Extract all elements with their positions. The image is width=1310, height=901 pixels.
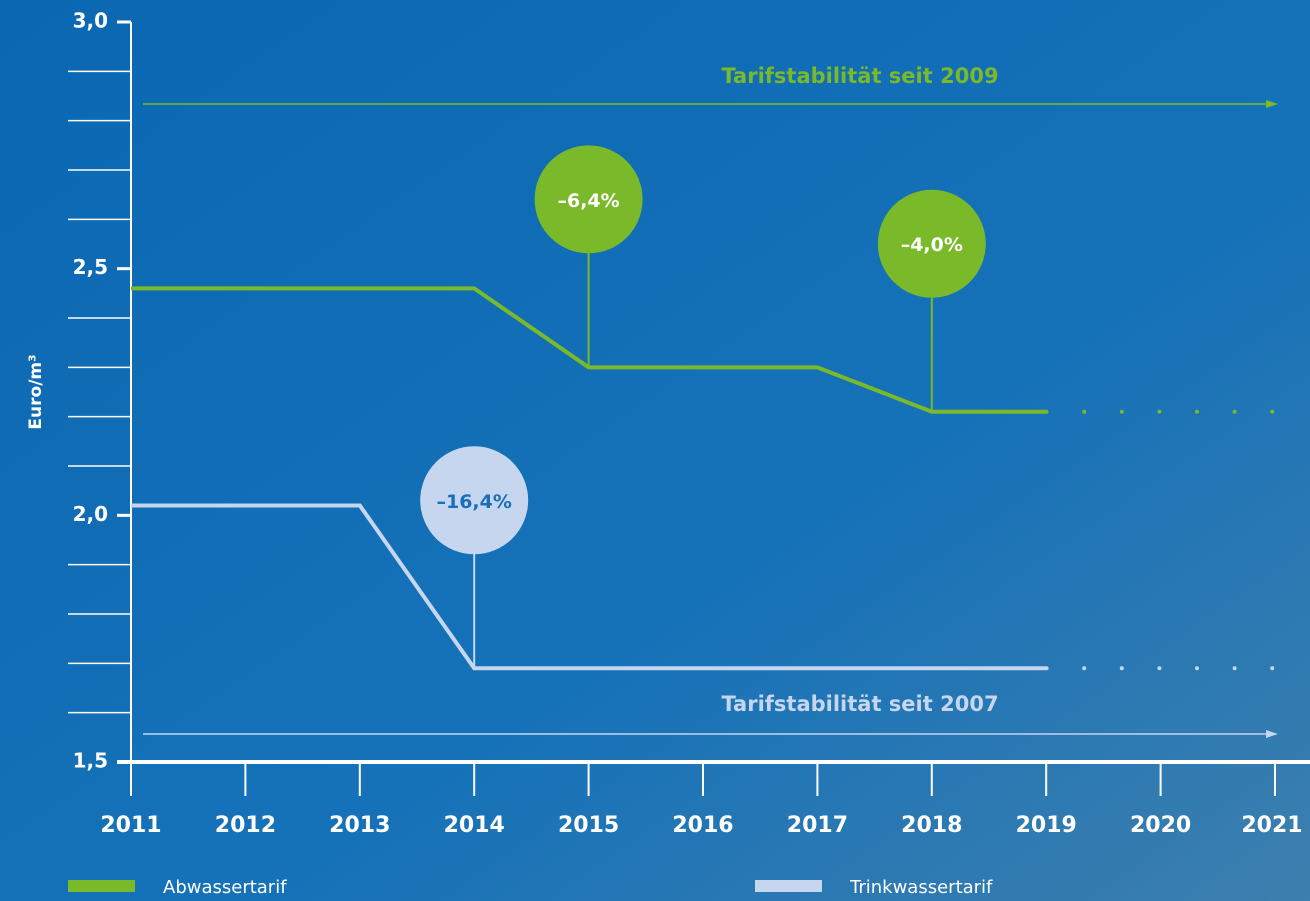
series-line [131, 503, 1047, 671]
arrow-head [1266, 730, 1278, 738]
annotation-bubble [534, 145, 643, 254]
legend-label: Abwassertarif [163, 877, 287, 898]
legend-label: Trinkwassertarif [849, 877, 993, 898]
stability-label: Tarifstabilität seit 2009 [721, 64, 998, 88]
legend-swatch [755, 880, 822, 892]
y-axis-label: Euro/m³ [26, 354, 46, 429]
x-tick-label: 2019 [1016, 813, 1077, 838]
x-tick-label: 2011 [100, 813, 161, 838]
x-tick-label: 2015 [558, 813, 619, 838]
x-tick-label: 2016 [672, 813, 733, 838]
x-tick-label: 2014 [444, 813, 505, 838]
x-tick-label: 2018 [901, 813, 962, 838]
y-tick-label: 1,5 [73, 749, 108, 773]
arrow-head [1266, 100, 1278, 108]
x-tick-label: 2013 [329, 813, 390, 838]
annotation-label: –4,0% [901, 234, 963, 256]
x-tick-label: 2020 [1130, 813, 1191, 838]
annotation-bubble [877, 189, 986, 298]
stability-label: Tarifstabilität seit 2007 [721, 692, 998, 716]
annotation-label: –6,4% [557, 190, 619, 212]
legend-swatch [68, 880, 135, 892]
x-tick-label: 2012 [215, 813, 276, 838]
x-tick-label: 2017 [787, 813, 848, 838]
annotation-label: –16,4% [436, 491, 511, 513]
y-tick-label: 2,0 [73, 502, 108, 526]
x-tick-label: 2021 [1241, 813, 1302, 838]
y-tick-label: 2,5 [73, 255, 108, 279]
annotation-bubble [420, 446, 529, 555]
y-tick-label: 3,0 [73, 9, 108, 33]
